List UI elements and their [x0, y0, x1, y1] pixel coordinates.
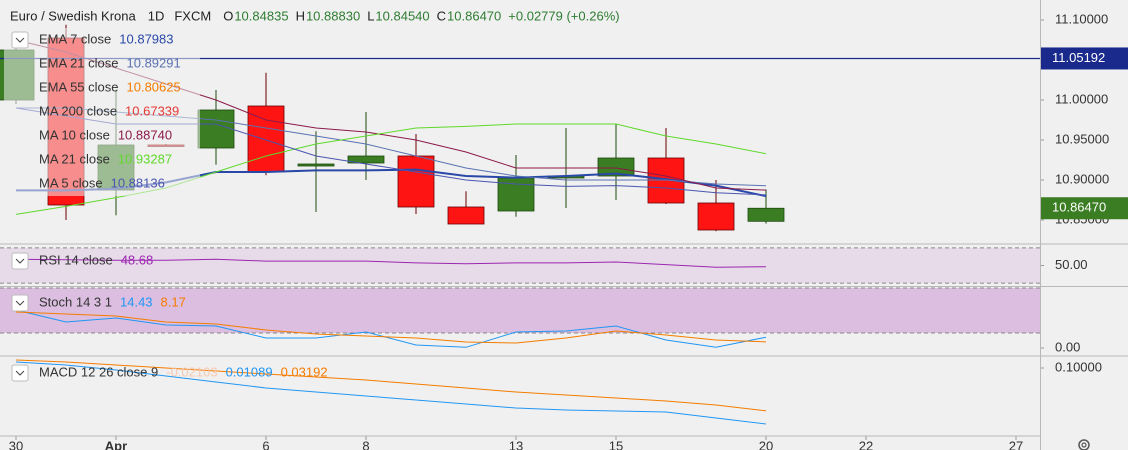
legend-value: 10.67339	[125, 103, 179, 118]
header-text: Euro / Swedish Krona	[10, 8, 137, 23]
x-tick-label: 22	[859, 438, 873, 450]
legend-value: 10.87983	[119, 31, 173, 46]
header-text: 10.88830	[306, 8, 360, 23]
candle-body	[597, 157, 635, 177]
legend-value: 0.03192	[281, 364, 328, 379]
candle-body	[247, 105, 285, 173]
legend-name: EMA 7 close	[39, 31, 111, 46]
x-tick-label: 13	[509, 438, 523, 450]
settings-icon[interactable]	[1078, 439, 1090, 450]
collapse-button[interactable]	[11, 31, 29, 49]
chevron	[15, 300, 25, 306]
legend-name: MA 5 close	[39, 175, 103, 190]
price-label-box	[1041, 47, 1128, 70]
header-text: L	[367, 8, 374, 23]
y-tick-label: 0.10000	[1055, 359, 1102, 374]
legend-name: MA 21 close	[39, 151, 110, 166]
candle-body	[447, 206, 485, 225]
indicator-line	[15, 258, 767, 268]
x-tick-label: 30	[9, 438, 23, 450]
header-text: 10.84540	[375, 8, 429, 23]
legend-backdrop	[4, 28, 200, 196]
pane	[0, 247, 1040, 284]
y-tick-label: 11.10000	[1055, 11, 1108, 26]
price-label: 11.05192	[1052, 50, 1105, 65]
x-tick-label: 27	[1009, 438, 1023, 450]
x-tick-label: 15	[609, 438, 623, 450]
chevron	[15, 258, 25, 264]
collapse-button[interactable]	[11, 364, 29, 382]
x-tick-label: 6	[262, 438, 269, 450]
y-tick-label: 50.00	[1055, 257, 1088, 272]
candle-body	[397, 155, 435, 208]
legend-name: MACD 12 26 close 9	[39, 364, 158, 379]
header-text: 1D	[148, 8, 165, 23]
legend-name: EMA 21 close	[39, 55, 119, 70]
legend-name: Stoch 14 3 1	[39, 294, 112, 309]
pane	[0, 287, 1040, 348]
y-tick-label: 10.90000	[1055, 171, 1109, 186]
collapse-button[interactable]	[11, 294, 29, 312]
legend-name: RSI 14 close	[39, 252, 113, 267]
legend-value: 48.68	[121, 252, 154, 267]
chevron	[15, 37, 25, 43]
chevron	[15, 370, 25, 376]
header-text: +0.02779 (+0.26%)	[508, 8, 619, 23]
x-tick-label: Apr	[105, 438, 127, 450]
y-tick-label: 11.00000	[1055, 91, 1108, 106]
plot-layer: 10.8500010.9000010.9500011.0000011.10000…	[0, 8, 1128, 450]
last-price-box	[1041, 197, 1128, 220]
legend-name: EMA 55 close	[39, 79, 119, 94]
last-price-label: 10.86470	[1052, 200, 1106, 215]
collapse-button[interactable]	[11, 252, 29, 270]
header-text: FXCM	[174, 8, 211, 23]
legend-value: 0.01089	[226, 364, 273, 379]
y-tick-label: 0.00	[1055, 339, 1080, 354]
indicator-line	[15, 361, 767, 425]
legend-value: -0.02103	[166, 364, 217, 379]
legend-value: 10.88740	[118, 127, 172, 142]
legend-name: MA 10 close	[39, 127, 110, 142]
legend-value: 10.89291	[127, 55, 181, 70]
header-text: 10.84835	[234, 8, 288, 23]
candle-body	[347, 155, 385, 164]
candle-body	[297, 163, 335, 167]
indicator-line	[15, 311, 767, 344]
candle-body	[697, 202, 735, 231]
header-text: 10.86470	[447, 8, 501, 23]
pane	[15, 359, 767, 425]
indicator-line	[15, 359, 767, 412]
x-tick-label: 20	[759, 438, 773, 450]
header-text: O	[223, 8, 233, 23]
candle-body	[197, 109, 235, 149]
legend-value: 8.17	[161, 294, 186, 309]
band	[0, 247, 1040, 284]
x-tick-label: 8	[362, 438, 369, 450]
legend-value: 10.88136	[111, 175, 165, 190]
legend-value: 10.80625	[127, 79, 181, 94]
band	[0, 287, 1040, 334]
header-text: H	[296, 8, 305, 23]
y-tick-label: 10.95000	[1055, 131, 1109, 146]
legend-value: 14.43	[120, 294, 153, 309]
candle-body	[747, 207, 785, 222]
legend-value: 10.93287	[118, 151, 172, 166]
header-text: C	[437, 8, 446, 23]
legend-name: MA 200 close	[39, 103, 117, 118]
